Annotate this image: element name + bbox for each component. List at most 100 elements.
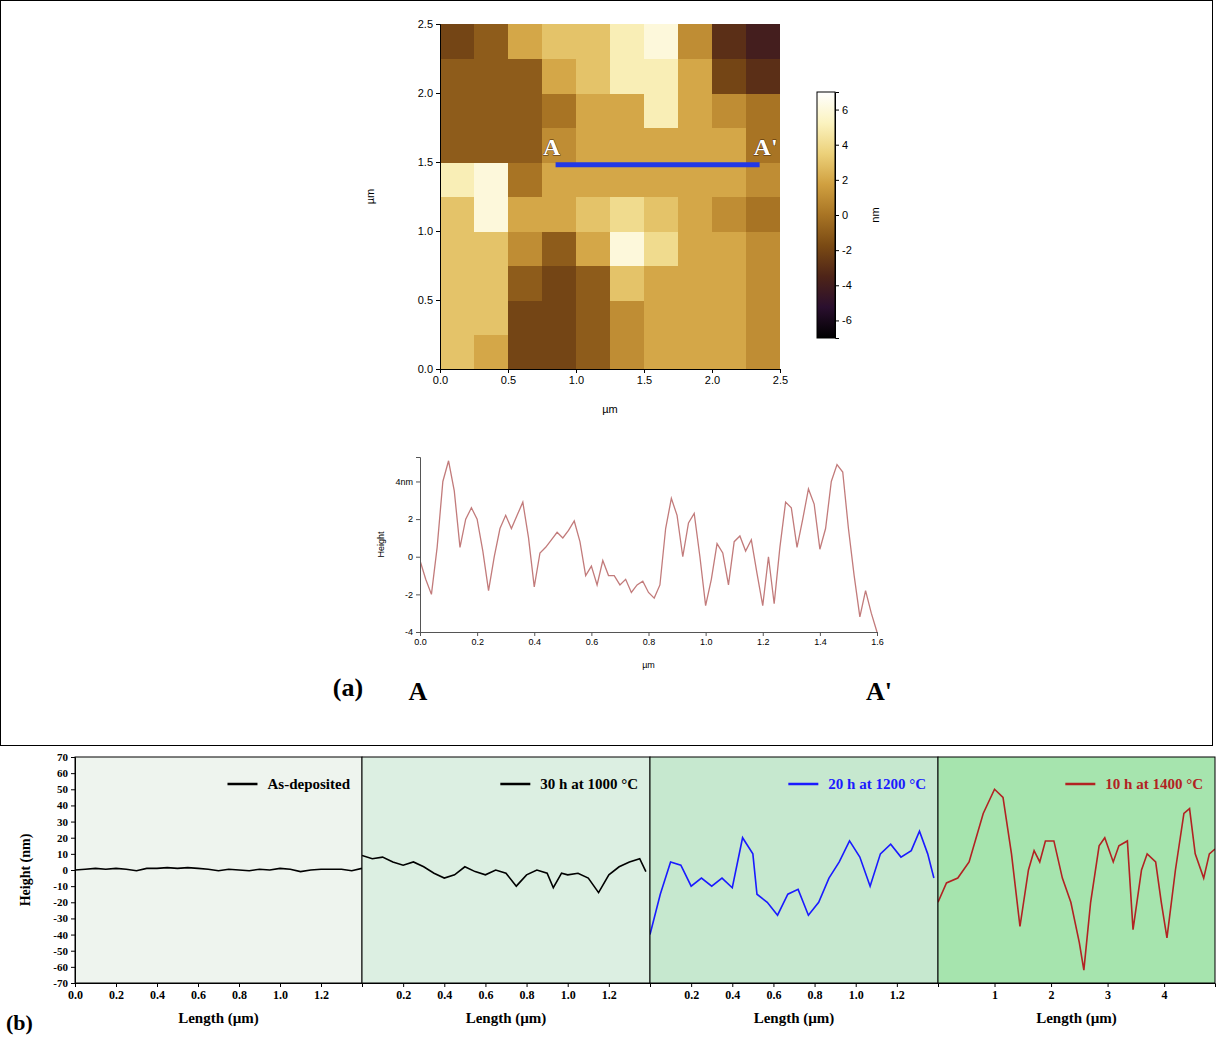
tick-mark	[773, 983, 774, 987]
legend-label: 20 h at 1200 °C	[828, 776, 926, 792]
heatmap-cell	[474, 335, 509, 370]
heatmap-cell	[712, 24, 747, 59]
x-axis-tick: 1.2	[757, 632, 770, 647]
profile-chart: 0.00.20.40.60.81.01.21.41.6-4-2024nmµmHe…	[333, 458, 892, 707]
heatmap-cell	[712, 59, 747, 94]
tick-mark	[1108, 983, 1109, 987]
y-axis-title: Height (nm)	[18, 833, 34, 906]
x-axis-tick: 0.8	[643, 632, 656, 647]
legend-swatch	[1065, 783, 1095, 786]
heatmap-cell	[576, 266, 611, 301]
y-axis-tick: 20	[57, 832, 75, 844]
tick-label: 0.6	[191, 988, 206, 1002]
tick-mark	[71, 854, 75, 855]
tick-label: 2.0	[705, 374, 720, 386]
tick-label: 1.2	[890, 988, 905, 1002]
heatmap-cell	[678, 24, 713, 59]
tick-label: 2	[1049, 988, 1055, 1002]
heatmap-cell	[644, 266, 679, 301]
heatmap-cell	[610, 59, 645, 94]
x-axis-title: Length (µm)	[1036, 1010, 1117, 1027]
tick-label: 1.5	[418, 156, 433, 168]
tick-label: -70	[53, 977, 68, 989]
y-axis: 0.00.51.01.52.02.5	[418, 18, 441, 375]
tick-mark	[763, 632, 764, 636]
tick-label: 0.4	[725, 988, 740, 1002]
profile-line	[556, 162, 760, 167]
x-axis-line	[651, 984, 939, 988]
x-axis-tick: 0.4	[528, 632, 541, 647]
tick-mark	[995, 983, 996, 987]
heatmap-cell	[542, 24, 577, 59]
tick-label: -60	[53, 961, 68, 973]
tick-label: 0.2	[684, 988, 699, 1002]
profile-panel: 0.00.20.40.60.81.01.2-70-60-50-40-30-20-…	[6, 751, 363, 1035]
y-axis-tick: 0.5	[418, 294, 440, 306]
heatmap-cell	[576, 300, 611, 335]
heatmap-cell	[712, 335, 747, 370]
heatmap-cell	[610, 266, 645, 301]
heatmap-cell	[610, 231, 645, 266]
heatmap-cell	[576, 335, 611, 370]
tick-label: 1.0	[569, 374, 584, 386]
tick-label: -4	[842, 279, 852, 291]
x-axis-tick: 1.6	[871, 632, 884, 647]
tick-label: 0.8	[520, 988, 535, 1002]
tick-mark	[644, 369, 645, 373]
heatmap-cell	[440, 59, 475, 94]
heatmap-cell	[542, 231, 577, 266]
heatmap-cell	[440, 197, 475, 232]
tick-mark	[71, 773, 75, 774]
legend: 20 h at 1200 °C	[788, 776, 926, 792]
tick-label: 0.2	[471, 637, 484, 647]
tick-label: -2	[842, 244, 852, 256]
tick-label: 0.6	[766, 988, 781, 1002]
tick-mark	[508, 369, 509, 373]
heatmap-cell	[746, 128, 780, 163]
heatmap-cell	[508, 24, 543, 59]
heatmap-cell	[508, 335, 543, 370]
tick-label: 0.4	[528, 637, 541, 647]
tick-mark	[706, 632, 707, 636]
tick-label: 0.4	[437, 988, 452, 1002]
tick-mark	[71, 983, 75, 984]
tick-label: 4	[842, 139, 848, 151]
heatmap-cell	[644, 231, 679, 266]
heatmap-cell	[576, 231, 611, 266]
heatmap-cell	[644, 24, 679, 59]
x-axis-line	[441, 370, 781, 374]
heatmap-cell	[440, 24, 475, 59]
x-axis-tick: 1.4	[814, 632, 827, 647]
heatmap-cell	[610, 93, 645, 128]
x-axis-line	[363, 984, 651, 988]
y-axis: -70-60-50-40-30-20-10010203040506070	[53, 751, 75, 989]
heatmap-cell	[712, 197, 747, 232]
y-axis-tick: 0	[408, 552, 420, 562]
tick-label: 0.2	[396, 988, 411, 1002]
x-axis-tick: 3	[1105, 983, 1111, 1002]
x-axis-tick: 1.2	[602, 983, 617, 1002]
profile-curve	[650, 831, 934, 934]
heatmap-cell	[542, 300, 577, 335]
heatmap-cell	[712, 300, 747, 335]
heatmap-cell	[678, 266, 713, 301]
heatmap-cell	[508, 128, 543, 163]
x-axis-tick: 0.0	[68, 983, 83, 1002]
y-axis-line	[436, 25, 441, 370]
heatmap-cell	[712, 231, 747, 266]
x-axis-tick: 0.8	[808, 983, 823, 1002]
colorbar-axis-line	[836, 93, 840, 339]
tick-label: 4nm	[395, 477, 413, 487]
heatmap-cell	[610, 300, 645, 335]
x-axis-tick: 2.5	[773, 369, 788, 386]
profile-panel: 0.20.40.60.81.01.2Length (µm)20 h at 120…	[650, 757, 939, 1027]
tick-label: 1.5	[637, 374, 652, 386]
tick-label: 2.5	[418, 18, 433, 30]
heatmap-cell	[474, 300, 509, 335]
y-axis-tick: 1.0	[418, 225, 440, 237]
tick-label: 60	[57, 767, 69, 779]
heatmap-cell	[508, 59, 543, 94]
tick-label: 1.0	[849, 988, 864, 1002]
tick-label: 0.5	[418, 294, 433, 306]
tick-label: 0.4	[150, 988, 165, 1002]
